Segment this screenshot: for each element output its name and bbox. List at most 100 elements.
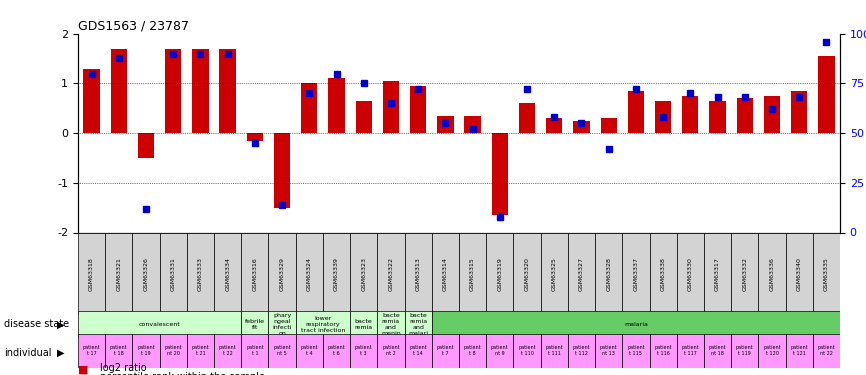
FancyBboxPatch shape: [242, 334, 268, 368]
FancyBboxPatch shape: [404, 311, 432, 338]
Text: GSM63315: GSM63315: [469, 236, 477, 278]
Bar: [546, 118, 562, 133]
Text: patient
t 14: patient t 14: [410, 345, 427, 356]
FancyBboxPatch shape: [378, 232, 404, 315]
Text: GSM63322: GSM63322: [386, 236, 396, 278]
Text: patient
t 21: patient t 21: [191, 345, 210, 356]
FancyBboxPatch shape: [623, 232, 650, 315]
Text: GSM63326: GSM63326: [144, 257, 148, 291]
FancyBboxPatch shape: [404, 334, 432, 368]
FancyBboxPatch shape: [242, 311, 268, 338]
FancyBboxPatch shape: [568, 232, 595, 315]
Bar: [83, 69, 100, 133]
Bar: [274, 133, 290, 208]
Text: GSM63319: GSM63319: [495, 236, 504, 278]
FancyBboxPatch shape: [242, 232, 268, 315]
Text: GSM63328: GSM63328: [606, 257, 611, 291]
Text: phary
ngeal
infecti
on: phary ngeal infecti on: [272, 313, 292, 336]
FancyBboxPatch shape: [759, 232, 785, 315]
FancyBboxPatch shape: [813, 334, 840, 368]
Text: GSM63318: GSM63318: [87, 236, 96, 278]
Text: patient
nt 20: patient nt 20: [165, 345, 182, 356]
Text: GSM63320: GSM63320: [525, 257, 529, 291]
FancyBboxPatch shape: [650, 334, 676, 368]
FancyBboxPatch shape: [78, 334, 105, 368]
Text: GSM63333: GSM63333: [198, 257, 203, 291]
Text: GSM63314: GSM63314: [443, 257, 448, 291]
FancyBboxPatch shape: [432, 334, 459, 368]
Bar: [709, 101, 726, 133]
Text: ■: ■: [78, 365, 88, 375]
Text: percentile rank within the sample: percentile rank within the sample: [100, 372, 265, 375]
Text: GSM63337: GSM63337: [631, 236, 640, 278]
Text: GSM63322: GSM63322: [389, 257, 393, 291]
FancyBboxPatch shape: [486, 232, 514, 315]
Text: lower
respiratory
tract infection: lower respiratory tract infection: [301, 316, 345, 333]
FancyBboxPatch shape: [731, 334, 759, 368]
Text: GSM63329: GSM63329: [280, 257, 285, 291]
Text: GSM63324: GSM63324: [307, 257, 312, 291]
Text: GSM63331: GSM63331: [169, 236, 178, 278]
FancyBboxPatch shape: [404, 232, 432, 315]
Text: patient
t 111: patient t 111: [546, 345, 563, 356]
Bar: [628, 91, 644, 133]
FancyBboxPatch shape: [514, 232, 540, 315]
FancyBboxPatch shape: [268, 311, 295, 338]
Text: GSM63325: GSM63325: [552, 257, 557, 291]
Text: GSM63339: GSM63339: [332, 236, 341, 278]
Bar: [165, 49, 181, 133]
Text: GSM63330: GSM63330: [688, 257, 693, 291]
FancyBboxPatch shape: [159, 232, 187, 315]
Text: patient
t 110: patient t 110: [518, 345, 536, 356]
FancyBboxPatch shape: [132, 334, 159, 368]
Text: GSM63335: GSM63335: [822, 236, 830, 278]
FancyBboxPatch shape: [323, 334, 350, 368]
Text: patient
t 116: patient t 116: [655, 345, 672, 356]
FancyBboxPatch shape: [350, 232, 378, 315]
FancyBboxPatch shape: [459, 232, 486, 315]
Text: GSM63335: GSM63335: [824, 257, 829, 291]
FancyBboxPatch shape: [105, 334, 132, 368]
Text: febrile
fit: febrile fit: [245, 319, 265, 330]
Text: patient
t 22: patient t 22: [219, 345, 236, 356]
Text: patient
nt 18: patient nt 18: [708, 345, 727, 356]
FancyBboxPatch shape: [759, 334, 785, 368]
FancyBboxPatch shape: [486, 334, 514, 368]
FancyBboxPatch shape: [568, 334, 595, 368]
Text: patient
t 112: patient t 112: [572, 345, 591, 356]
FancyBboxPatch shape: [650, 232, 676, 315]
Text: GSM63321: GSM63321: [116, 257, 121, 291]
FancyBboxPatch shape: [78, 311, 242, 338]
Text: patient
nt 2: patient nt 2: [382, 345, 400, 356]
Text: GSM63331: GSM63331: [171, 257, 176, 291]
Text: patient
t 19: patient t 19: [137, 345, 155, 356]
FancyBboxPatch shape: [323, 232, 350, 315]
Text: GSM63332: GSM63332: [742, 257, 747, 291]
Text: individual: individual: [4, 348, 52, 357]
FancyBboxPatch shape: [378, 311, 404, 338]
Text: log2 ratio: log2 ratio: [100, 363, 146, 373]
Bar: [437, 116, 454, 133]
Text: patient
t 8: patient t 8: [464, 345, 481, 356]
Text: patient
t 7: patient t 7: [436, 345, 454, 356]
Text: patient
nt 9: patient nt 9: [491, 345, 508, 356]
Text: GSM63318: GSM63318: [89, 257, 94, 291]
FancyBboxPatch shape: [350, 334, 378, 368]
FancyBboxPatch shape: [432, 311, 840, 338]
Bar: [219, 49, 236, 133]
FancyBboxPatch shape: [595, 232, 623, 315]
FancyBboxPatch shape: [268, 334, 295, 368]
FancyBboxPatch shape: [785, 334, 813, 368]
Bar: [138, 133, 154, 158]
Text: GSM63323: GSM63323: [359, 236, 368, 278]
Bar: [791, 91, 807, 133]
Text: GSM63326: GSM63326: [141, 236, 151, 278]
FancyBboxPatch shape: [350, 311, 378, 338]
FancyBboxPatch shape: [540, 334, 568, 368]
Text: GSM63319: GSM63319: [497, 257, 502, 291]
Text: GSM63324: GSM63324: [305, 236, 313, 278]
FancyBboxPatch shape: [132, 232, 159, 315]
Text: malaria: malaria: [624, 322, 648, 327]
Bar: [410, 86, 426, 133]
Text: GSM63325: GSM63325: [550, 236, 559, 278]
